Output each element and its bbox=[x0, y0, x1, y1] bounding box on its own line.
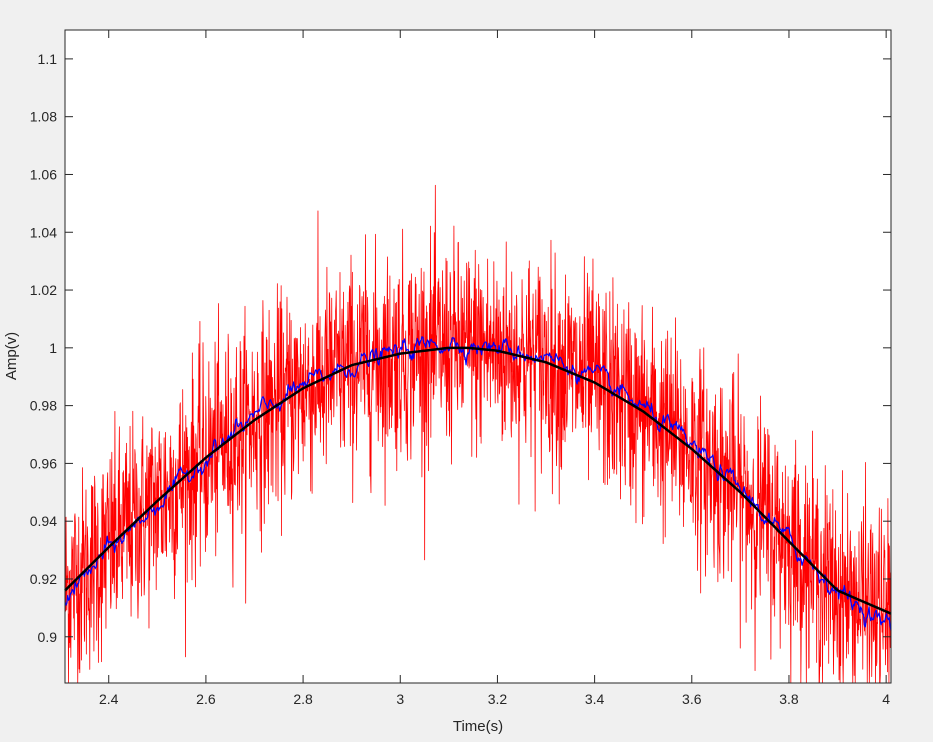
y-tick-label: 1.1 bbox=[38, 51, 58, 67]
x-tick-label: 3.8 bbox=[779, 691, 799, 707]
y-tick-label: 0.9 bbox=[38, 629, 58, 645]
x-tick-label: 2.4 bbox=[99, 691, 119, 707]
y-tick-label: 0.92 bbox=[30, 571, 57, 587]
y-tick-label: 1.04 bbox=[30, 224, 57, 240]
x-tick-label: 3.2 bbox=[488, 691, 508, 707]
x-tick-label: 3.4 bbox=[585, 691, 605, 707]
y-axis: 0.9 0.92 0.94 0.96 0.98 1 1.02 1.04 1.06 1.08 1.1 bbox=[30, 51, 891, 645]
y-tick-label: 1.08 bbox=[30, 109, 57, 125]
y-tick-label: 1 bbox=[49, 340, 57, 356]
x-tick-label: 3.6 bbox=[682, 691, 702, 707]
x-axis-label: Time(s) bbox=[453, 718, 503, 735]
y-tick-label: 0.96 bbox=[30, 455, 57, 471]
y-tick-label: 1.02 bbox=[30, 282, 57, 298]
series-2-line bbox=[64, 336, 892, 631]
x-tick-label: 2.6 bbox=[196, 691, 216, 707]
series-layer bbox=[64, 184, 892, 684]
y-tick-label: 0.94 bbox=[30, 513, 57, 529]
y-tick-label: 1.06 bbox=[30, 166, 57, 182]
y-axis-label: Amp(v) bbox=[3, 332, 20, 380]
x-tick-label: 2.8 bbox=[293, 691, 313, 707]
series-3-line bbox=[64, 346, 892, 615]
y-tick-label: 0.98 bbox=[30, 398, 57, 414]
x-tick-label: 3 bbox=[396, 691, 404, 707]
x-tick-label: 4 bbox=[882, 691, 890, 707]
x-axis: 2.4 2.6 2.8 3 3.2 3.4 3.6 3.8 4 bbox=[99, 30, 890, 707]
axes-box bbox=[64, 29, 892, 684]
series-1-line bbox=[64, 184, 892, 684]
